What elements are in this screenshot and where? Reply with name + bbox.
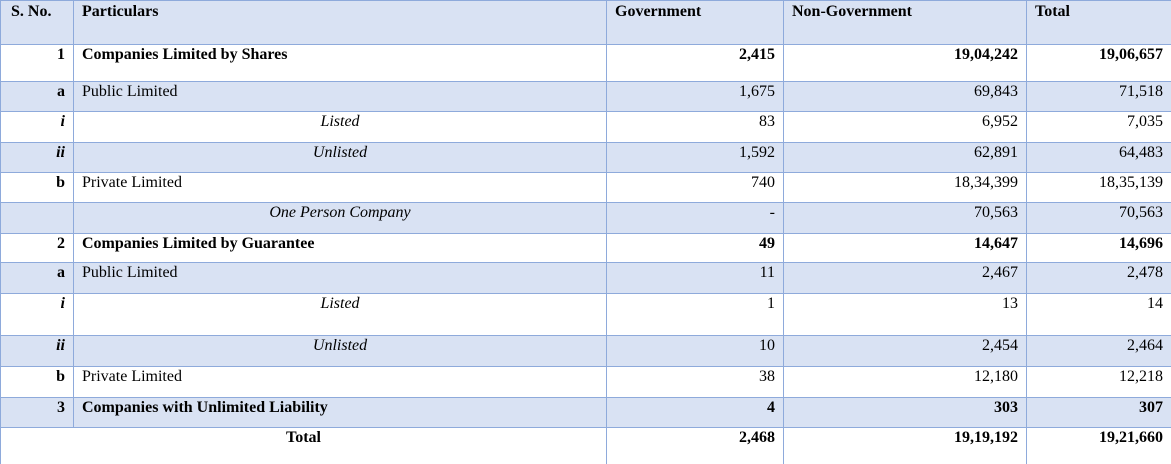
row-particulars: Companies Limited by Guarantee xyxy=(74,234,607,263)
row-particulars: Private Limited xyxy=(74,173,607,203)
row-total: 7,035 xyxy=(1027,112,1171,143)
table-row: i Listed 83 6,952 7,035 xyxy=(1,112,1171,143)
row-government: 38 xyxy=(607,367,784,398)
row-sno xyxy=(1,203,74,234)
row-government: 83 xyxy=(607,112,784,143)
row-government: 11 xyxy=(607,263,784,294)
header-particulars: Particulars xyxy=(74,1,607,45)
row-total: 2,478 xyxy=(1027,263,1171,294)
row-government: 10 xyxy=(607,336,784,367)
row-particulars: Listed xyxy=(74,112,607,143)
row-sno: b xyxy=(1,173,74,203)
table-row: One Person Company - 70,563 70,563 xyxy=(1,203,1171,234)
row-non-government: 14,647 xyxy=(784,234,1027,263)
row-sno: i xyxy=(1,112,74,143)
header-total: Total xyxy=(1027,1,1171,45)
header-non-government: Non-Government xyxy=(784,1,1027,45)
row-particulars: Private Limited xyxy=(74,367,607,398)
header-sno: S. No. xyxy=(1,1,74,45)
row-total: 71,518 xyxy=(1027,82,1171,112)
header-government: Government xyxy=(607,1,784,45)
row-total: 64,483 xyxy=(1027,143,1171,173)
row-non-government: 62,891 xyxy=(784,143,1027,173)
row-sno: 1 xyxy=(1,45,74,82)
row-non-government: 70,563 xyxy=(784,203,1027,234)
row-particulars: One Person Company xyxy=(74,203,607,234)
row-total: 12,218 xyxy=(1027,367,1171,398)
row-total: 70,563 xyxy=(1027,203,1171,234)
table-row: ii Unlisted 1,592 62,891 64,483 xyxy=(1,143,1171,173)
row-non-government: 2,454 xyxy=(784,336,1027,367)
row-government: 4 xyxy=(607,398,784,428)
table-row: i Listed 1 13 14 xyxy=(1,294,1171,336)
table-row: 3 Companies with Unlimited Liability 4 3… xyxy=(1,398,1171,428)
table-row: b Private Limited 740 18,34,399 18,35,13… xyxy=(1,173,1171,203)
row-non-government: 2,467 xyxy=(784,263,1027,294)
row-non-government: 19,04,242 xyxy=(784,45,1027,82)
row-sno: a xyxy=(1,263,74,294)
table-row: a Public Limited 11 2,467 2,478 xyxy=(1,263,1171,294)
row-total: 19,06,657 xyxy=(1027,45,1171,82)
row-sno: b xyxy=(1,367,74,398)
row-particulars: Public Limited xyxy=(74,82,607,112)
table-row: b Private Limited 38 12,180 12,218 xyxy=(1,367,1171,398)
row-government: 740 xyxy=(607,173,784,203)
row-sno: ii xyxy=(1,336,74,367)
row-sno: 3 xyxy=(1,398,74,428)
table-row: ii Unlisted 10 2,454 2,464 xyxy=(1,336,1171,367)
row-government: - xyxy=(607,203,784,234)
table-row: a Public Limited 1,675 69,843 71,518 xyxy=(1,82,1171,112)
row-government: 1,592 xyxy=(607,143,784,173)
row-total: 2,464 xyxy=(1027,336,1171,367)
row-particulars: Unlisted xyxy=(74,143,607,173)
row-total: 14 xyxy=(1027,294,1171,336)
row-government: 1,675 xyxy=(607,82,784,112)
table-row: 1 Companies Limited by Shares 2,415 19,0… xyxy=(1,45,1171,82)
row-non-government: 13 xyxy=(784,294,1027,336)
row-sno: 2 xyxy=(1,234,74,263)
row-government: 1 xyxy=(607,294,784,336)
row-sno: i xyxy=(1,294,74,336)
table-row: 2 Companies Limited by Guarantee 49 14,6… xyxy=(1,234,1171,263)
row-non-government: 6,952 xyxy=(784,112,1027,143)
row-sno: ii xyxy=(1,143,74,173)
row-particulars: Listed xyxy=(74,294,607,336)
row-total: 18,35,139 xyxy=(1027,173,1171,203)
table-header-row: S. No. Particulars Government Non-Govern… xyxy=(1,1,1171,45)
row-particulars: Companies Limited by Shares xyxy=(74,45,607,82)
row-sno: a xyxy=(1,82,74,112)
row-total: 14,696 xyxy=(1027,234,1171,263)
row-non-government: 303 xyxy=(784,398,1027,428)
row-particulars: Companies with Unlimited Liability xyxy=(74,398,607,428)
row-non-government: 69,843 xyxy=(784,82,1027,112)
row-particulars: Unlisted xyxy=(74,336,607,367)
row-government: 2,415 xyxy=(607,45,784,82)
row-non-government: 18,34,399 xyxy=(784,173,1027,203)
row-total: 307 xyxy=(1027,398,1171,428)
row-particulars: Public Limited xyxy=(74,263,607,294)
row-government: 49 xyxy=(607,234,784,263)
row-non-government: 12,180 xyxy=(784,367,1027,398)
